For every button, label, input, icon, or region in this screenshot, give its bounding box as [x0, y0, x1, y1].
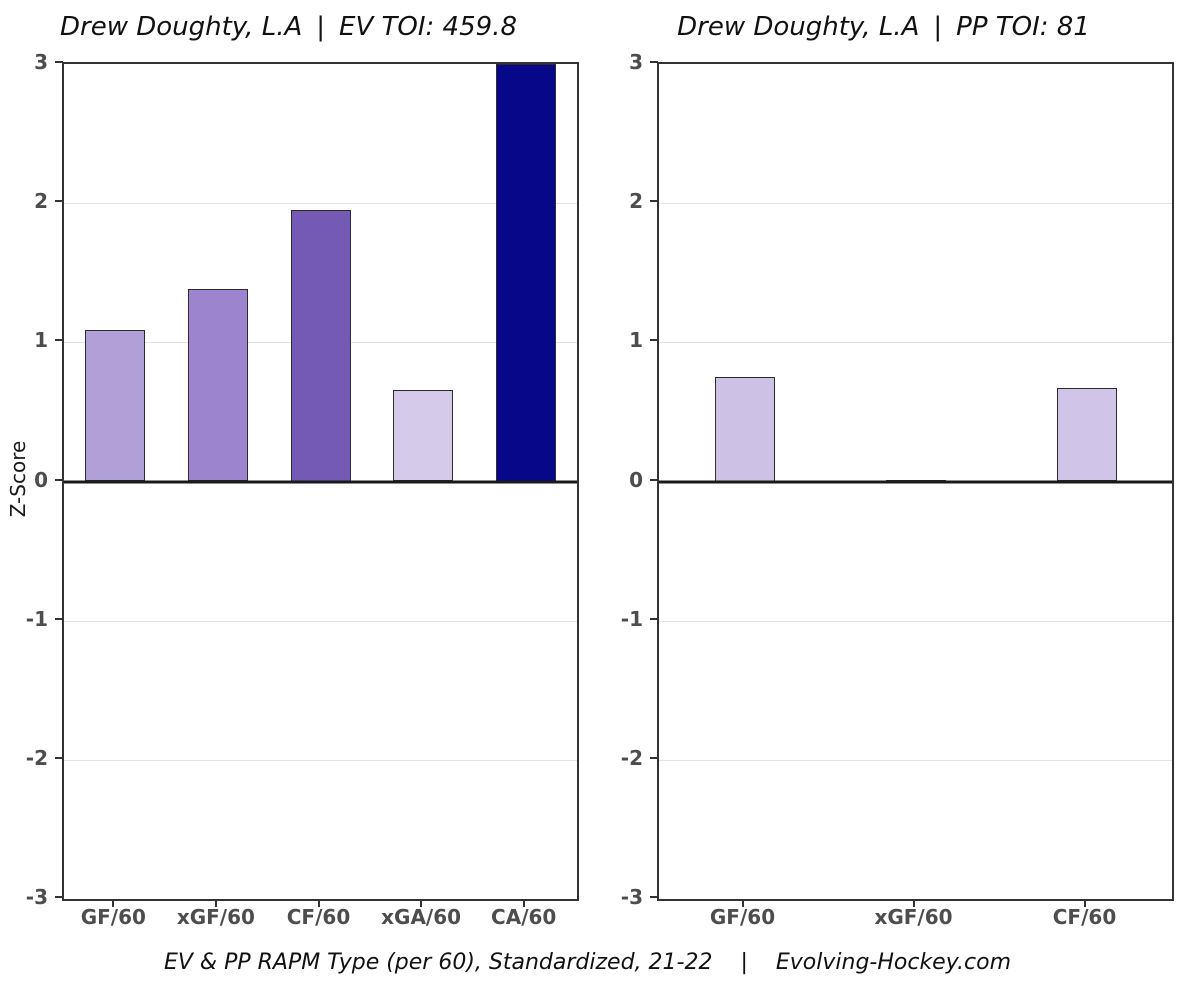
y-tick-label--3: -3 — [25, 885, 48, 909]
y-tick-label-3: 3 — [34, 50, 48, 74]
y-tick-label-0: 0 — [629, 467, 643, 492]
player-name: Drew Doughty, L.A — [60, 12, 303, 42]
y-tick-label-3: 3 — [629, 50, 643, 74]
pp-toi-stat: PP TOI: 81 — [956, 12, 1090, 42]
ev-plot-area — [62, 62, 579, 901]
y-tick-label--2: -2 — [620, 745, 643, 770]
x-tick-label-gf-60: GF/60 — [709, 905, 776, 929]
y-tick-label-1: 1 — [629, 328, 643, 353]
y-tick-label-2: 2 — [629, 189, 643, 214]
y-tick-label--2: -2 — [25, 745, 48, 770]
gridline-y--1 — [659, 620, 1172, 622]
gridline-y--2 — [64, 759, 577, 761]
y-tick-label-0: 0 — [34, 467, 48, 492]
x-tick-label-xgf-60: xGF/60 — [874, 905, 953, 929]
title-separator: | — [933, 12, 943, 42]
y-tick-label--3: -3 — [620, 885, 643, 909]
caption-source: Evolving-Hockey.com — [775, 950, 1012, 975]
x-tick-label-ca-60: CA/60 — [491, 905, 557, 929]
zero-line — [659, 480, 1172, 483]
player-name: Drew Doughty, L.A — [677, 12, 920, 42]
x-tick-label-cf-60: CF/60 — [1052, 905, 1117, 929]
x-tick-label-cf-60: CF/60 — [286, 905, 351, 929]
pp-plot-area — [657, 62, 1174, 901]
y-tick-label-2: 2 — [34, 189, 48, 214]
y-tick-label-1: 1 — [34, 328, 48, 353]
pp-chart-title: Drew Doughty, L.A | PP TOI: 81 — [595, 12, 1172, 42]
figure-caption: EV & PP RAPM Type (per 60), Standardized… — [0, 950, 1175, 975]
gridline-y-2 — [64, 203, 577, 205]
y-tick-label--1: -1 — [620, 606, 643, 631]
ev-chart-title: Drew Doughty, L.A | EV TOI: 459.8 — [0, 12, 577, 42]
gridline-y-2 — [659, 203, 1172, 205]
ev-chart-panel: Drew Doughty, L.A | EV TOI: 459.8 3 2 1 0 -1… — [0, 0, 605, 945]
bar-gf-60 — [85, 329, 146, 482]
caption-separator: | — [740, 950, 748, 975]
bar-xga-60 — [393, 389, 454, 482]
bar-xgf-60 — [187, 289, 248, 482]
caption-text: EV & PP RAPM Type (per 60), Standardized… — [163, 950, 713, 975]
x-tick-label-xga-60: xGA/60 — [381, 905, 462, 929]
y-tick-label--1: -1 — [25, 606, 48, 631]
gridline-y-1 — [659, 342, 1172, 344]
bar-cf-60 — [290, 210, 351, 482]
zero-line — [64, 480, 577, 483]
ev-toi-stat: EV TOI: 459.8 — [339, 12, 517, 42]
x-tick-label-xgf-60: xGF/60 — [176, 905, 255, 929]
bar-cf-60 — [1056, 388, 1117, 482]
gridline-y--2 — [659, 759, 1172, 761]
title-separator: | — [316, 12, 326, 42]
pp-chart-panel: Drew Doughty, L.A | PP TOI: 81 3 2 1 0 -1 -2 -… — [595, 0, 1200, 945]
bar-ca-60 — [495, 64, 556, 482]
gridline-y--1 — [64, 620, 577, 622]
bar-gf-60 — [714, 377, 775, 482]
x-tick-label-gf-60: GF/60 — [80, 905, 146, 929]
